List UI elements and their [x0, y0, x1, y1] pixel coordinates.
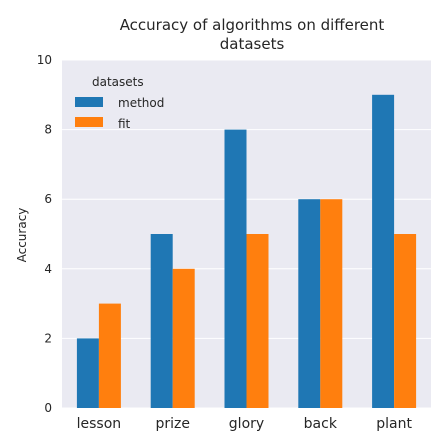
chart-title-line-1: Accuracy of algorithms on different [120, 16, 385, 34]
bar-fit-plant [394, 234, 417, 408]
x-category-label-back: back [304, 416, 338, 432]
y-tick-label: 2 [44, 331, 52, 345]
bar-fit-prize [172, 268, 195, 408]
x-category-label-lesson: lesson [77, 416, 122, 432]
x-category-label-prize: prize [155, 416, 190, 432]
x-category-label-plant: plant [376, 416, 412, 432]
y-tick-labels: 0 2 4 6 8 10 [37, 53, 52, 415]
y-tick-label: 0 [44, 401, 52, 415]
legend: datasets method fit [75, 75, 164, 131]
bars [76, 94, 417, 409]
bar-method-lesson [76, 338, 99, 408]
y-tick-label: 6 [44, 192, 52, 206]
bar-fit-glory [246, 234, 269, 408]
y-axis-title: Accuracy [15, 208, 29, 263]
legend-label-fit: fit [118, 117, 131, 131]
bar-method-plant [372, 94, 395, 409]
legend-title: datasets [92, 75, 144, 89]
y-tick-label: 4 [44, 262, 52, 276]
y-tick-label: 10 [37, 53, 52, 67]
x-category-labels: lesson prize glory back plant [77, 416, 413, 432]
bar-fit-back [320, 199, 343, 408]
chart-title-line-2: datasets [220, 35, 285, 53]
legend-swatch-method [75, 97, 103, 107]
legend-label-method: method [118, 96, 164, 110]
legend-swatch-fit [75, 117, 103, 127]
x-category-label-glory: glory [229, 416, 264, 432]
bar-method-prize [150, 234, 173, 408]
bar-method-glory [224, 129, 247, 408]
bar-fit-lesson [98, 303, 121, 408]
y-tick-label: 8 [44, 123, 52, 137]
bar-method-back [298, 199, 321, 408]
